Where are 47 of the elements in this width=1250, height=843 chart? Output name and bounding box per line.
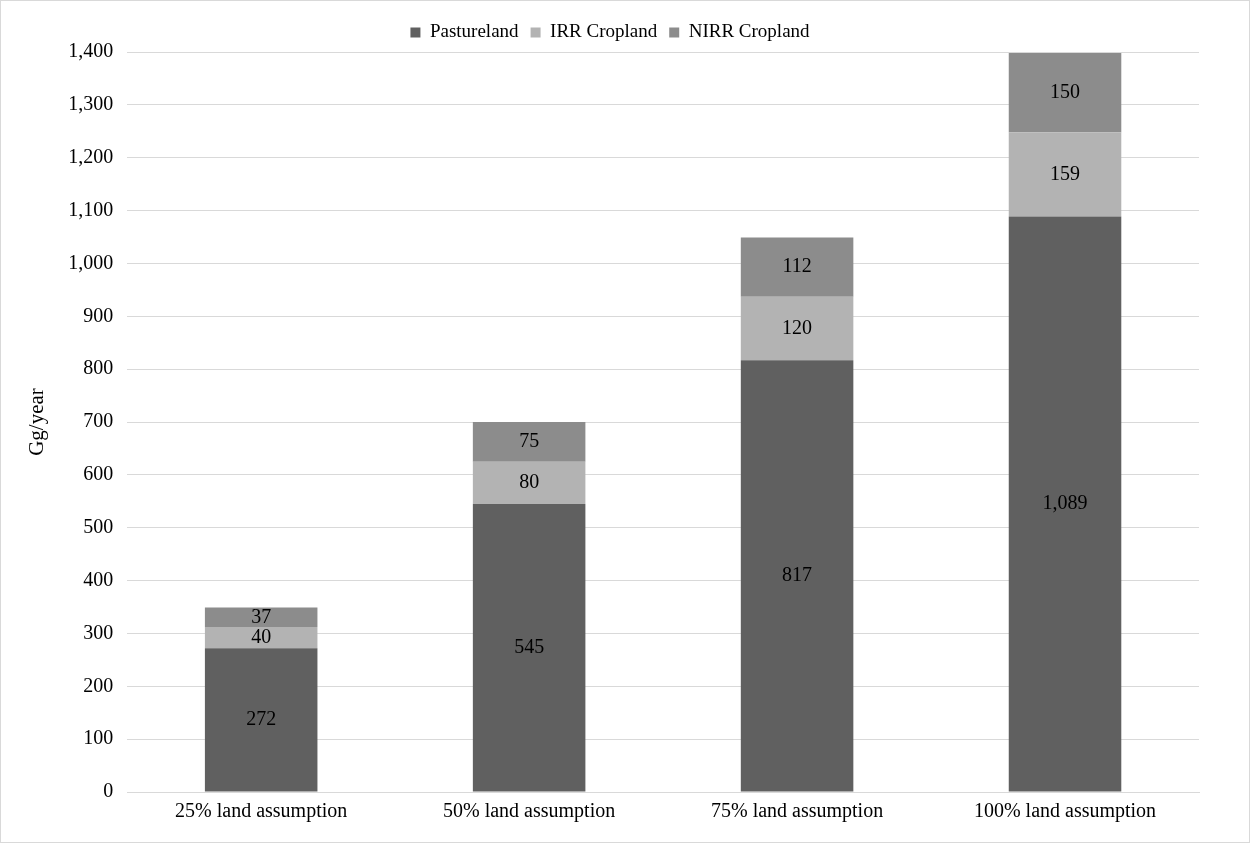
x-tick-label: 25% land assumption — [175, 799, 348, 823]
y-tick-label: 500 — [83, 514, 114, 537]
bar — [1008, 53, 1122, 133]
data-label: 120 — [782, 315, 813, 338]
data-label: 37 — [251, 604, 272, 627]
x-tick-label: 100% land assumption — [973, 799, 1157, 823]
y-tick-label: 400 — [83, 567, 114, 590]
y-tick-label: 200 — [83, 673, 114, 696]
bar — [1008, 216, 1122, 792]
bar — [472, 503, 586, 792]
data-label: 545 — [514, 634, 545, 657]
data-label: 150 — [1050, 79, 1081, 102]
legend-label: Pastureland — [429, 20, 520, 42]
y-tick-label: 1,400 — [68, 39, 114, 62]
data-label: 80 — [519, 470, 540, 493]
x-tick-label: 50% land assumption — [443, 799, 616, 823]
y-tick-label: 1,100 — [68, 197, 114, 220]
legend-label: NIRR Cropland — [688, 20, 811, 42]
y-tick-label: 700 — [83, 409, 114, 432]
bar — [1008, 132, 1122, 217]
legend-label: IRR Cropland — [550, 20, 658, 42]
data-label: 40 — [251, 624, 272, 647]
y-tick-label: 0 — [103, 779, 114, 802]
y-tick-label: 1,000 — [68, 250, 114, 273]
y-tick-label: 800 — [83, 356, 114, 379]
bar — [740, 296, 854, 361]
y-axis-title: Gg/year — [24, 388, 49, 456]
bar — [472, 461, 586, 504]
y-tick-label: 300 — [83, 620, 114, 643]
y-tick-label: 1,200 — [68, 144, 114, 167]
y-tick-label: 1,300 — [68, 92, 114, 115]
data-label: 159 — [1050, 161, 1081, 184]
bar — [204, 607, 318, 628]
data-label: 272 — [246, 707, 277, 730]
bar — [740, 360, 854, 792]
data-label: 1,089 — [1042, 491, 1088, 514]
data-label: 75 — [519, 429, 540, 452]
y-tick-label: 100 — [83, 726, 114, 749]
data-label: 817 — [782, 563, 813, 586]
bar — [204, 627, 318, 649]
x-tick-label: 75% land assumption — [710, 799, 884, 823]
bar — [740, 237, 854, 297]
y-tick-label: 600 — [83, 462, 114, 485]
data-label: 112 — [782, 254, 812, 277]
y-tick-label: 900 — [83, 303, 114, 326]
bar — [472, 422, 586, 462]
bar — [204, 648, 318, 792]
